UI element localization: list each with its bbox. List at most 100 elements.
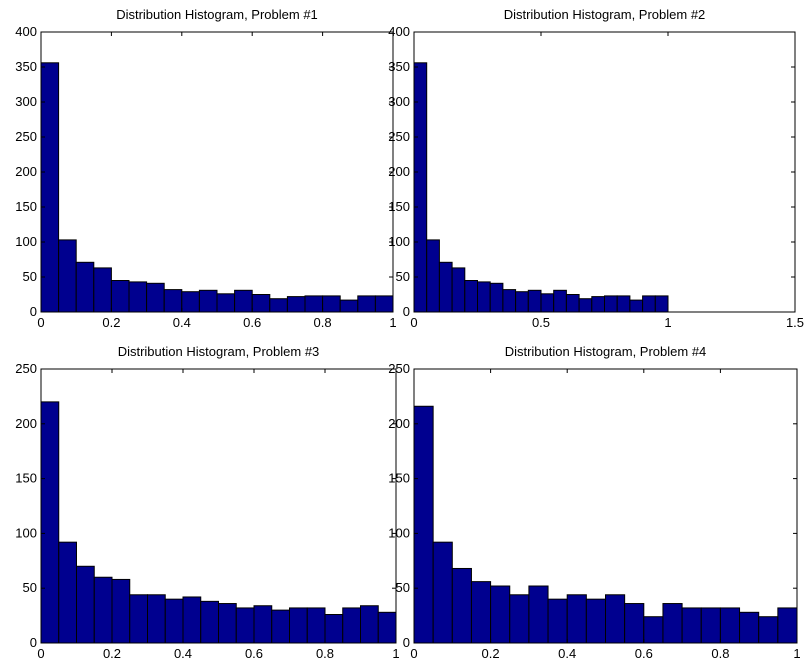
histogram-bar — [515, 291, 529, 313]
chart-title: Distribution Histogram, Problem #3 — [118, 344, 320, 359]
y-tick-label: 250 — [388, 361, 410, 376]
histogram-bar — [616, 295, 631, 313]
x-tick-label: 0 — [37, 646, 44, 661]
histogram-bar — [739, 611, 760, 644]
histogram-bar — [164, 598, 184, 644]
histogram-bar — [218, 603, 237, 644]
y-tick-label: 350 — [388, 59, 410, 74]
y-tick-label: 100 — [388, 525, 410, 540]
histogram-bar — [566, 594, 587, 644]
y-tick-label: 50 — [396, 580, 410, 595]
histogram-panel-3: 0 50 100 150 200 250 0 0.2 0.4 0.6 0.8 1 Distributio… — [15, 344, 399, 661]
histogram-bar — [200, 600, 219, 644]
histogram-bar — [40, 62, 60, 313]
chart-title: Distribution Histogram, Problem #1 — [116, 7, 318, 22]
histogram-bar — [198, 289, 218, 313]
histogram-bar — [234, 289, 253, 313]
x-tick-label: 0 — [410, 646, 417, 661]
histogram-bar — [624, 603, 645, 644]
y-tick-label: 100 — [388, 234, 410, 249]
y-tick-label: 200 — [388, 416, 410, 431]
y-tick-label: 200 — [388, 164, 410, 179]
histogram-bar — [629, 299, 644, 313]
histogram-bar — [700, 607, 721, 644]
chart-title: Distribution Histogram, Problem #2 — [504, 7, 706, 22]
histogram-bar — [502, 289, 517, 313]
histogram-bar — [777, 607, 798, 644]
y-tick-label: 50 — [396, 269, 410, 284]
histogram-bar — [438, 261, 453, 313]
histogram-bar — [58, 239, 77, 313]
histogram-bar — [464, 280, 478, 313]
y-tick-label: 200 — [15, 164, 37, 179]
histogram-bar — [58, 541, 77, 644]
x-tick-label: 1 — [389, 315, 396, 330]
histogram-bar — [643, 616, 664, 644]
histogram-bar — [251, 294, 271, 313]
histogram-bar — [75, 261, 95, 313]
x-tick-label: 0.6 — [245, 646, 263, 661]
y-tick-label: 250 — [388, 129, 410, 144]
histogram-bar — [76, 565, 95, 644]
histogram-bar — [578, 298, 593, 313]
histogram-bar — [413, 62, 428, 313]
x-tick-label: 0.2 — [103, 646, 121, 661]
chart-title: Distribution Histogram, Problem #4 — [505, 344, 707, 359]
histogram-bar — [477, 281, 491, 313]
y-tick-label: 0 — [30, 304, 37, 319]
y-tick-label: 250 — [15, 129, 37, 144]
histogram-bar — [654, 295, 669, 313]
x-tick-label: 0.8 — [314, 315, 332, 330]
x-tick-label: 0.2 — [102, 315, 120, 330]
histogram-bar — [93, 267, 112, 313]
y-tick-label: 0 — [30, 635, 37, 650]
histogram-bar — [40, 401, 60, 644]
axes-frame — [40, 368, 397, 644]
x-tick-label: 0.8 — [316, 646, 334, 661]
histogram-bar — [271, 609, 290, 644]
histogram-panel-1: 0 50 100 150 200 250 300 350 400 0 0.2 0.4 0.6 0.8 1 Di… — [15, 7, 396, 330]
histogram-bar — [605, 594, 626, 644]
histogram-bar — [304, 295, 324, 313]
x-tick-label: 0.8 — [711, 646, 729, 661]
histogram-bar — [413, 405, 434, 644]
histogram-bar — [470, 581, 492, 644]
x-tick-label: 0.6 — [635, 646, 653, 661]
histogram-bar — [324, 614, 344, 644]
histogram-bar — [129, 594, 148, 644]
histogram-bar — [339, 299, 359, 313]
y-tick-label: 150 — [388, 199, 410, 214]
histogram-bar — [216, 293, 236, 313]
histogram-bar — [374, 295, 394, 313]
y-tick-label: 350 — [15, 59, 37, 74]
histogram-bar — [681, 607, 702, 644]
histogram-bar — [604, 295, 618, 313]
histogram-bar — [357, 295, 376, 313]
y-tick-label: 400 — [15, 24, 37, 39]
y-tick-label: 50 — [23, 269, 37, 284]
y-tick-label: 300 — [388, 94, 410, 109]
y-tick-label: 0 — [403, 304, 410, 319]
x-tick-label: 0.2 — [482, 646, 500, 661]
histogram-bar — [591, 296, 605, 313]
histogram-bar — [93, 576, 113, 644]
histogram-bar — [585, 598, 606, 644]
histogram-bar — [528, 585, 549, 644]
histogram-bar — [235, 607, 255, 644]
x-tick-label: 0 — [37, 315, 44, 330]
x-tick-label: 1 — [392, 646, 399, 661]
histogram-bar — [110, 280, 130, 313]
histogram-bar — [565, 294, 580, 313]
y-tick-label: 50 — [23, 580, 37, 595]
y-tick-label: 100 — [15, 234, 37, 249]
y-tick-label: 0 — [403, 635, 410, 650]
x-tick-label: 0.5 — [532, 315, 550, 330]
histogram-bar — [377, 611, 397, 644]
histogram-bar — [490, 585, 511, 644]
histogram-panel-2: 0 50 100 150 200 250 300 350 400 0 0.5 1 1.5 Distribu… — [388, 7, 804, 330]
histogram-bar — [322, 295, 341, 313]
y-tick-label: 250 — [15, 361, 37, 376]
histogram-bar — [426, 239, 440, 313]
histogram-bar — [289, 607, 308, 644]
histogram-bar — [432, 541, 453, 644]
